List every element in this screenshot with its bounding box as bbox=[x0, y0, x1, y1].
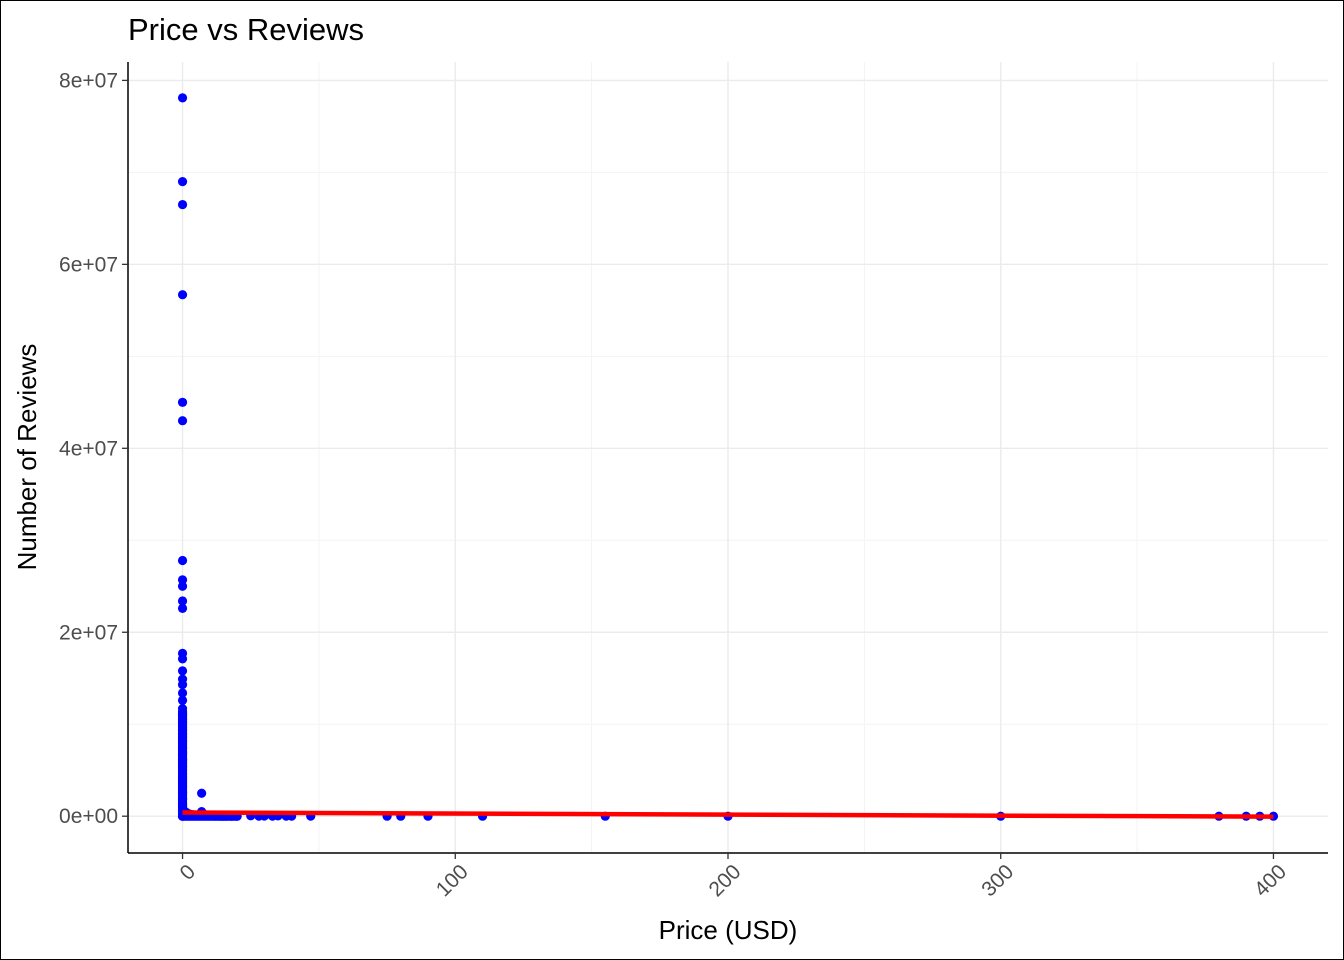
data-point bbox=[177, 596, 188, 606]
x-axis-ticks: 0 100 200 300 400 bbox=[176, 853, 1291, 901]
x-tick-label: 0 bbox=[176, 860, 201, 885]
y-tick-label: 4e+07 bbox=[59, 437, 118, 460]
data-point bbox=[177, 680, 188, 690]
x-tick-label: 200 bbox=[704, 860, 745, 901]
x-tick-label: 100 bbox=[432, 860, 473, 901]
data-point bbox=[177, 199, 188, 210]
y-tick-label: 0e+00 bbox=[59, 805, 118, 828]
data-point bbox=[177, 416, 188, 426]
trend-line-segment bbox=[182, 810, 1274, 819]
data-point bbox=[197, 788, 207, 798]
data-point bbox=[177, 695, 188, 705]
y-tick-label: 8e+07 bbox=[59, 69, 118, 92]
x-axis-title: Price (USD) bbox=[659, 915, 798, 945]
data-point bbox=[177, 575, 188, 585]
grid bbox=[128, 62, 1328, 853]
x-tick-label: 300 bbox=[977, 860, 1018, 901]
data-point bbox=[177, 93, 188, 103]
data-point bbox=[177, 666, 188, 676]
data-point bbox=[177, 581, 188, 591]
x-tick-label: 400 bbox=[1250, 860, 1291, 901]
y-axis-ticks: 0e+00 2e+07 4e+07 6e+07 8e+07 bbox=[59, 69, 128, 828]
data-point bbox=[177, 397, 188, 407]
y-tick-label: 6e+07 bbox=[59, 253, 118, 276]
y-tick-label: 2e+07 bbox=[59, 621, 118, 644]
data-point bbox=[177, 555, 188, 566]
chart-title: Price vs Reviews bbox=[128, 12, 364, 47]
data-point bbox=[177, 706, 188, 716]
y-axis-title: Number of Reviews bbox=[12, 344, 42, 571]
trend-line bbox=[182, 810, 1274, 819]
data-point bbox=[177, 654, 188, 664]
data-point bbox=[177, 688, 188, 698]
data-point bbox=[177, 603, 188, 613]
data-point bbox=[177, 290, 188, 300]
data-point bbox=[177, 176, 188, 187]
